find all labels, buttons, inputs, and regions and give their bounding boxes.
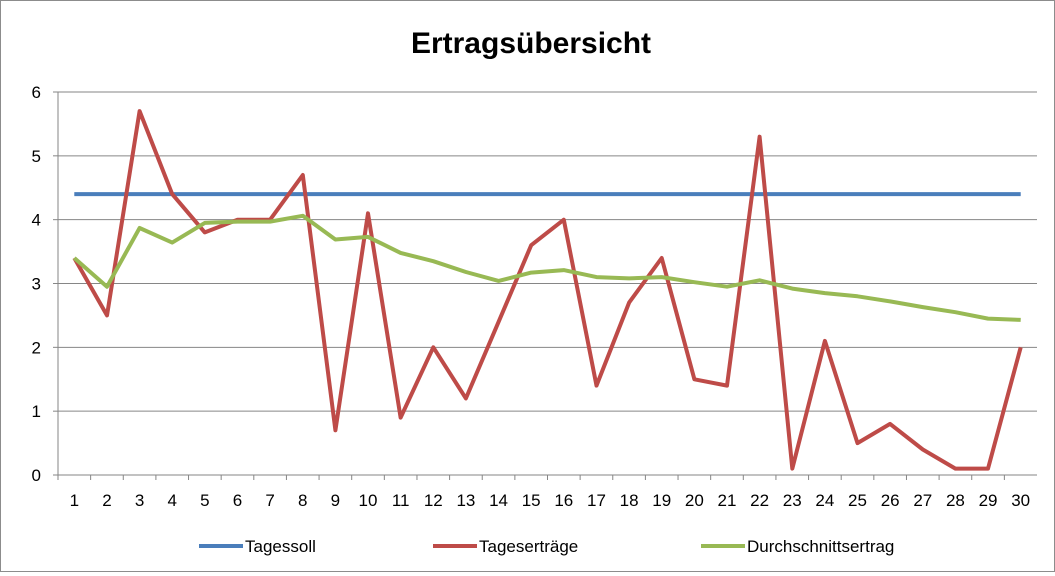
- x-tick-label: 25: [848, 491, 867, 510]
- legend: Tagessoll Tageserträge Durchschnittsertrag: [199, 537, 894, 556]
- x-tick-label: 7: [265, 491, 274, 510]
- legend-label: Durchschnittsertrag: [747, 537, 894, 556]
- x-tick-label: 22: [750, 491, 769, 510]
- x-tick-label: 23: [783, 491, 802, 510]
- x-tick-label: 2: [102, 491, 111, 510]
- legend-item: Durchschnittsertrag: [701, 537, 894, 556]
- x-tick-label: 15: [522, 491, 541, 510]
- x-tick-label: 16: [554, 491, 573, 510]
- y-tick-label: 2: [32, 338, 41, 357]
- legend-label: Tagessoll: [245, 537, 316, 556]
- y-tick-label: 5: [32, 147, 41, 166]
- x-tick-label: 27: [913, 491, 932, 510]
- x-tick-label: 3: [135, 491, 144, 510]
- x-tick-label: 6: [233, 491, 242, 510]
- x-tick-label: 8: [298, 491, 307, 510]
- x-tick-label: 29: [979, 491, 998, 510]
- x-tick-label: 11: [392, 491, 410, 510]
- x-tick-label: 19: [652, 491, 671, 510]
- x-tick-label: 17: [587, 491, 606, 510]
- x-tick-label: 21: [718, 491, 737, 510]
- y-tick-label: 3: [32, 275, 41, 294]
- x-tick-label: 5: [200, 491, 209, 510]
- y-axis: 0 1 2 3 4 5 6: [32, 83, 58, 485]
- series-lines: [74, 111, 1021, 469]
- x-tick-label: 20: [685, 491, 704, 510]
- series-line-2: [74, 111, 1020, 469]
- x-tick-label: 4: [167, 491, 176, 510]
- x-tick-label: 10: [359, 491, 378, 510]
- legend-item: Tageserträge: [433, 537, 578, 556]
- x-tick-label: 28: [946, 491, 965, 510]
- x-tick-label: 30: [1011, 491, 1030, 510]
- chart-title: Ertragsübersicht: [411, 27, 651, 60]
- legend-label: Tageserträge: [479, 537, 578, 556]
- x-tick-label: 9: [331, 491, 340, 510]
- y-tick-label: 0: [32, 466, 41, 485]
- x-tick-label: 14: [489, 491, 508, 510]
- y-tick-label: 1: [32, 402, 41, 421]
- x-tick-label: 18: [620, 491, 639, 510]
- x-tick-label: 12: [424, 491, 443, 510]
- x-tick-label: 26: [881, 491, 900, 510]
- y-tick-label: 4: [32, 211, 41, 230]
- gridlines: [58, 92, 1037, 475]
- x-tick-label: 13: [456, 491, 475, 510]
- x-tick-label: 1: [70, 491, 79, 510]
- x-tick-label: 24: [815, 491, 834, 510]
- y-tick-label: 6: [32, 83, 41, 102]
- legend-item: Tagessoll: [199, 537, 316, 556]
